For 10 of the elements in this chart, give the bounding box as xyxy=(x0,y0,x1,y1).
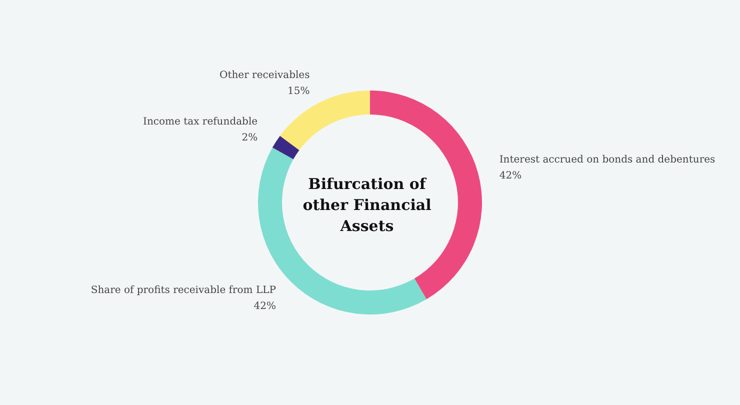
data-label: 2% xyxy=(242,132,258,144)
data-label: 42% xyxy=(499,170,522,182)
slice-label: Share of profits receivable from LLP xyxy=(90,284,276,296)
slice-label: Other receivables xyxy=(220,70,310,81)
text: Bifurcation of other Financial Assets xyxy=(302,175,432,235)
slice-label: Interest accrued on bonds and debentures xyxy=(499,154,716,166)
donut-slice xyxy=(272,136,300,160)
slice-label: Income tax refundable xyxy=(143,116,258,128)
data-label: 15% xyxy=(287,86,310,97)
data-label: 42% xyxy=(254,300,276,312)
